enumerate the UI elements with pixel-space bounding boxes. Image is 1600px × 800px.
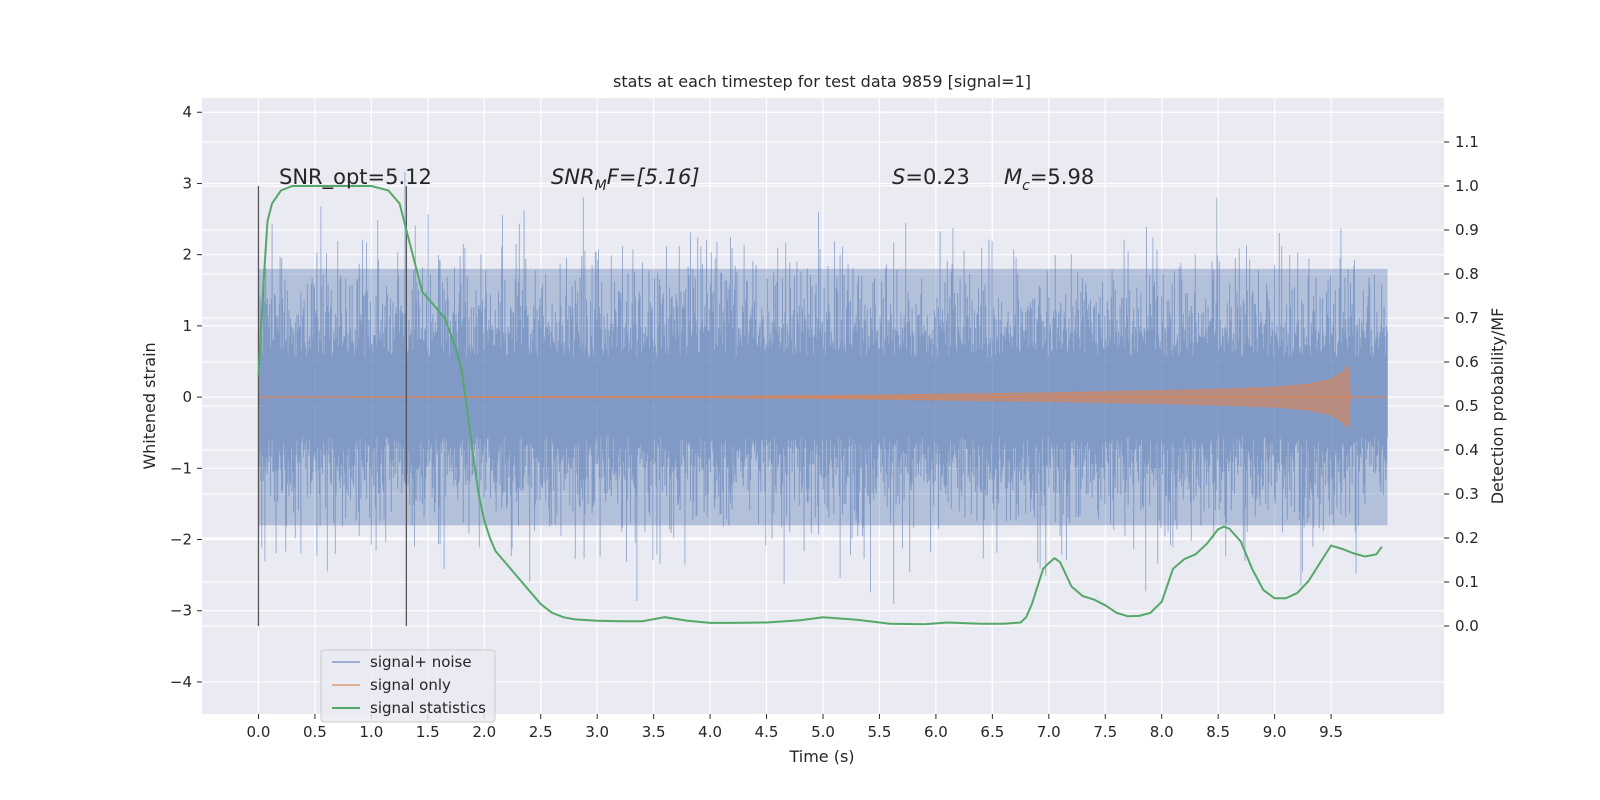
annotation-s: S=0.23: [892, 165, 970, 189]
annotation-mc: Mc=5.98: [1004, 165, 1094, 194]
y-tick-label-right: 1.0: [1455, 177, 1479, 195]
y-tick-label-right: 0.3: [1455, 485, 1479, 503]
x-tick-label: 8.0: [1150, 723, 1174, 741]
x-tick-label: 9.0: [1263, 723, 1287, 741]
y-tick-label-right: 0.0: [1455, 617, 1479, 635]
y-tick-label-right: 0.4: [1455, 441, 1479, 459]
mc-sub: c: [1022, 178, 1030, 194]
x-tick-label: 0.0: [247, 723, 271, 741]
y-tick-label-left: −1: [170, 459, 192, 477]
vertical-markers: [257, 186, 408, 626]
y-tick-label-left: −4: [170, 673, 192, 691]
x-tick-label: 3.0: [585, 723, 609, 741]
y-tick-label-right: 0.9: [1455, 221, 1479, 239]
x-tick-label: 1.0: [359, 723, 383, 741]
y-tick-label-right: 0.5: [1455, 397, 1479, 415]
y-tick-label-left: 0: [182, 388, 192, 406]
legend-label-signal: signal only: [370, 676, 451, 694]
legend: signal+ noise signal only signal statist…: [320, 649, 496, 723]
snr-mf-rest: F=[5.16]: [607, 165, 700, 189]
annotation-snr-opt: SNR_opt=5.12: [279, 165, 432, 190]
mc-rest: =5.98: [1030, 165, 1094, 189]
annotation-snr-mf: SNRMF=[5.16]: [551, 165, 700, 194]
x-tick-label: 4.5: [755, 723, 779, 741]
y-tick-label-right: 0.8: [1455, 265, 1479, 283]
y-tick-label-right: 1.1: [1455, 133, 1479, 151]
y-tick-label-right: 0.7: [1455, 309, 1479, 327]
y-tick-label-left: 4: [182, 103, 192, 121]
x-tick-label: 3.5: [642, 723, 666, 741]
y-axis-label-left: Whitened strain: [140, 342, 159, 469]
stats-series: [257, 185, 1383, 626]
y-tick-label-left: 1: [182, 317, 192, 335]
snr-mf-label: SNR: [551, 165, 595, 189]
s-rest: =0.23: [905, 165, 969, 189]
legend-label-stats: signal statistics: [370, 699, 486, 717]
legend-label-noise: signal+ noise: [370, 653, 472, 671]
x-tick-label: 9.5: [1319, 723, 1343, 741]
stats-line: [257, 185, 1383, 626]
ticks: 0.0 0.5 1.0 1.5 2.0 2.5 3.0 3.5 4.0 4.5 5.0 5.5 6.0 6…: [170, 103, 1479, 741]
y-tick-label-left: −3: [170, 602, 192, 620]
legend-box: [320, 649, 496, 723]
x-tick-label: 6.5: [980, 723, 1004, 741]
y-axis-label-right: Detection probability/MF: [1488, 308, 1507, 505]
snr-mf-sub: M: [595, 178, 607, 194]
signal-series: [258, 364, 1388, 430]
x-tick-label: 2.0: [472, 723, 496, 741]
s-label: S: [892, 165, 905, 189]
x-tick-label: 8.5: [1206, 723, 1230, 741]
x-tick-label: 5.0: [811, 723, 835, 741]
x-tick-label: 5.5: [868, 723, 892, 741]
y-tick-label-right: 0.2: [1455, 529, 1479, 547]
mc-label: M: [1004, 165, 1022, 189]
x-tick-label: 1.5: [416, 723, 440, 741]
y-tick-label-left: −2: [170, 531, 192, 549]
x-tick-label: 7.5: [1093, 723, 1117, 741]
x-tick-label: 2.5: [529, 723, 553, 741]
x-tick-label: 6.0: [924, 723, 948, 741]
y-tick-label-left: 2: [182, 246, 192, 264]
y-tick-label-left: 3: [182, 174, 192, 192]
x-tick-label: 4.0: [698, 723, 722, 741]
y-tick-label-right: 0.1: [1455, 573, 1479, 591]
x-tick-label: 0.5: [303, 723, 327, 741]
x-axis-label: Time (s): [788, 747, 854, 766]
y-tick-label-right: 0.6: [1455, 353, 1479, 371]
chart-title: stats at each timestep for test data 985…: [613, 72, 1031, 91]
x-tick-label: 7.0: [1037, 723, 1061, 741]
